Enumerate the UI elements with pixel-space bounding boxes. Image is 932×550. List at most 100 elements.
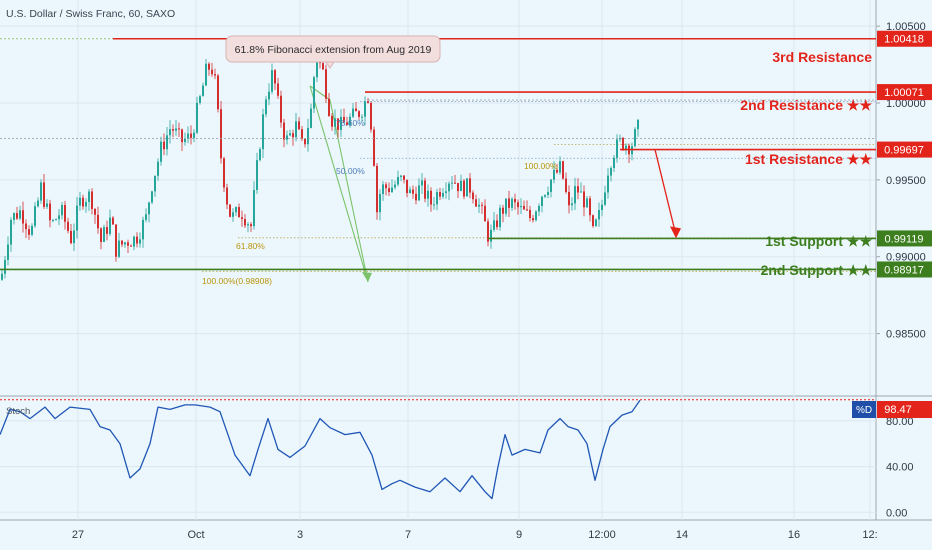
candle-body	[568, 191, 570, 206]
candle-body	[265, 99, 267, 115]
candle-body	[31, 225, 33, 235]
candle-body	[367, 101, 369, 103]
candle-body	[124, 242, 126, 245]
candle-body	[469, 178, 471, 193]
candle-body	[373, 129, 375, 166]
candle-body	[562, 161, 564, 179]
candle-body	[301, 129, 303, 139]
fib-extension-callout[interactable]: 61.8% Fibonacci extension from Aug 2019	[225, 35, 441, 69]
candle-body	[289, 133, 291, 136]
candle-body	[484, 205, 486, 222]
candle-body	[589, 198, 591, 216]
candle-body	[94, 208, 96, 215]
time-tick-label: 12:	[862, 529, 877, 541]
candle-body	[577, 186, 579, 193]
candle-body	[478, 204, 480, 207]
candle-body	[463, 180, 465, 197]
price-tick-label: 1.00500	[886, 21, 926, 33]
candle-body	[46, 203, 48, 207]
candle-body	[532, 218, 534, 221]
stoch-line	[0, 399, 641, 500]
candle-body	[175, 128, 177, 131]
stoch-tick-label: 0.00	[886, 507, 907, 519]
candle-body	[613, 157, 615, 169]
candle-body	[1, 273, 3, 280]
candle-body	[559, 161, 561, 173]
candle-body	[607, 175, 609, 193]
candle-body	[166, 135, 168, 150]
candle-body	[454, 182, 456, 184]
candle-body	[466, 178, 468, 197]
candle-body	[232, 212, 234, 217]
candle-body	[223, 158, 225, 188]
time-tick-label: 14	[676, 529, 688, 541]
candle-body	[52, 220, 54, 222]
candle-body	[157, 161, 159, 176]
candle-body	[481, 204, 483, 206]
candle-body	[451, 182, 453, 184]
candle-body	[253, 190, 255, 227]
candle-body	[445, 191, 447, 193]
candle-body	[490, 229, 492, 242]
candle-body	[178, 128, 180, 130]
symbol-title: U.S. Dollar / Swiss Franc, 60, SAXO	[6, 8, 175, 20]
price-tag-1st-resistance: 0.99697	[877, 141, 932, 158]
candle-body	[37, 200, 39, 207]
time-tick-label: 7	[405, 529, 411, 541]
candle-body	[538, 205, 540, 212]
candle-body	[493, 220, 495, 230]
fib-label-61-8: 61.80%	[236, 241, 265, 251]
candle-body	[118, 240, 120, 257]
candle-body	[508, 198, 510, 208]
candle-body	[565, 178, 567, 192]
stoch-d-tag: %D	[856, 405, 872, 416]
candle-body	[100, 228, 102, 242]
svg-text:0.98917: 0.98917	[884, 264, 924, 276]
candle-body	[40, 182, 42, 201]
candle-body	[541, 196, 543, 206]
candle-body	[16, 213, 18, 219]
candle-body	[85, 202, 87, 207]
svg-text:0.99119: 0.99119	[885, 233, 924, 245]
candle-body	[388, 188, 390, 193]
level-label-1st-support: 1st Support ★★	[765, 233, 872, 249]
candle-body	[391, 187, 393, 193]
candle-body	[595, 219, 597, 226]
candle-body	[397, 176, 399, 185]
candle-body	[70, 230, 72, 244]
candlestick-series	[1, 57, 639, 281]
stochastic-pane	[0, 399, 876, 500]
candle-body	[376, 165, 378, 213]
candle-body	[43, 182, 45, 207]
candle-body	[547, 191, 549, 196]
candle-body	[415, 193, 417, 201]
candle-body	[262, 114, 264, 150]
candle-body	[250, 224, 252, 227]
candle-body	[427, 190, 429, 199]
candle-body	[346, 122, 348, 125]
candle-body	[139, 239, 141, 244]
candle-body	[637, 119, 639, 130]
candle-body	[280, 95, 282, 123]
candle-body	[241, 217, 243, 220]
candle-body	[160, 141, 162, 162]
candle-body	[352, 108, 354, 117]
candle-body	[610, 168, 612, 176]
candle-body	[172, 129, 174, 131]
candle-body	[370, 102, 372, 130]
projection-arrow-head	[670, 226, 681, 239]
candle-body	[277, 83, 279, 96]
time-tick-label: 12:00	[588, 529, 616, 541]
candle-body	[247, 224, 249, 226]
price-tick-label: 0.98500	[886, 329, 926, 341]
candle-body	[67, 221, 69, 231]
candle-body	[412, 189, 414, 194]
price-tick-label: 1.00000	[886, 98, 926, 110]
candle-body	[622, 137, 624, 150]
fib-label-78-6: 78.60%	[336, 118, 365, 128]
candle-body	[343, 116, 345, 123]
candle-body	[337, 118, 339, 130]
candle-body	[625, 145, 627, 150]
price-tag-1st-support: 0.99119	[877, 230, 932, 247]
